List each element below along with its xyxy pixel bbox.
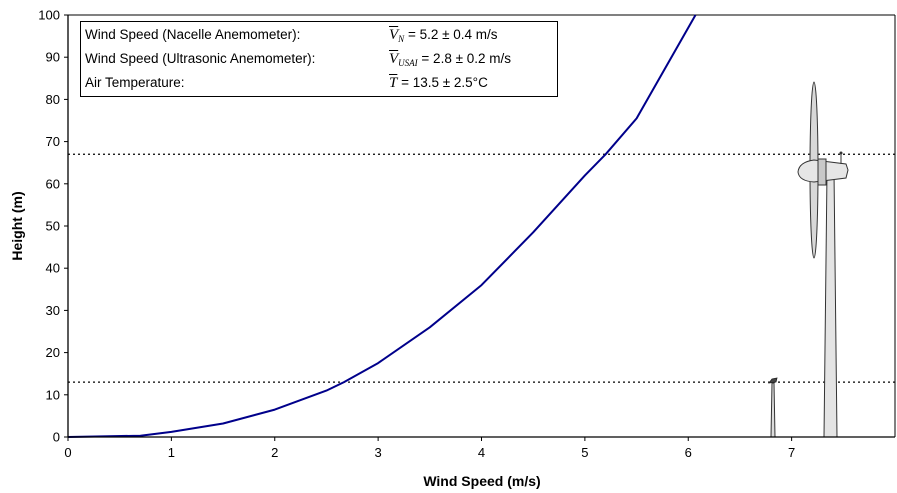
y-axis-ticks: 0 10 20 30 40 50 60 70 80 90 100 [38,8,68,445]
legend-label: Wind Speed (Ultrasonic Anemometer): [85,51,316,66]
x-tick-label: 3 [375,445,382,460]
legend-value-text: = 5.2 ± 0.4 m/s [404,27,498,42]
y-tick-label: 60 [46,176,60,191]
x-tick-label: 5 [581,445,588,460]
x-tick-label: 2 [271,445,278,460]
x-axis-ticks: 0 1 2 3 4 5 6 7 [64,437,795,460]
x-tick-label: 0 [64,445,71,460]
legend-value: VN = 5.2 ± 0.4 m/s [389,25,498,49]
y-axis-label: Height (m) [9,191,25,260]
legend-symbol: T [389,75,398,91]
y-tick-label: 50 [46,219,60,234]
legend-subscript: N [398,34,405,44]
series-layer [67,14,697,438]
x-axis-label: Wind Speed (m/s) [423,473,540,489]
legend-value: T = 13.5 ± 2.5°C [389,73,488,97]
legend-symbol: V [389,27,399,43]
legend-value-text: = 13.5 ± 2.5°C [397,75,488,90]
anemometer-mast-pole [770,382,776,438]
y-tick-label: 0 [53,430,60,445]
nacelle-anemometer-head [839,151,843,155]
y-tick-label: 100 [38,8,60,23]
y-tick-label: 40 [46,261,60,276]
x-tick-label: 7 [788,445,795,460]
x-tick-label: 6 [685,445,692,460]
x-tick-label: 1 [168,445,175,460]
legend-box: Wind Speed (Nacelle Anemometer): VN = 5.… [80,21,558,97]
x-tick-label: 4 [478,445,485,460]
series-line [67,14,697,438]
legend-symbol: V [389,51,399,67]
y-tick-label: 10 [46,387,60,402]
y-tick-label: 80 [46,92,60,107]
legend-subscript: USAI [398,58,418,68]
y-tick-label: 70 [46,134,60,149]
wind-turbine-illustration [797,81,849,438]
y-tick-label: 90 [46,50,60,65]
legend-label: Air Temperature: [85,75,185,90]
y-tick-label: 20 [46,345,60,360]
y-tick-label: 30 [46,303,60,318]
legend-value: VUSAI = 2.8 ± 0.2 m/s [389,49,511,73]
legend-value-text: = 2.8 ± 0.2 m/s [417,51,511,66]
ultrasonic-anemometer-head [768,377,778,384]
turbine-hub [817,158,827,186]
legend-label: Wind Speed (Nacelle Anemometer): [85,27,301,42]
